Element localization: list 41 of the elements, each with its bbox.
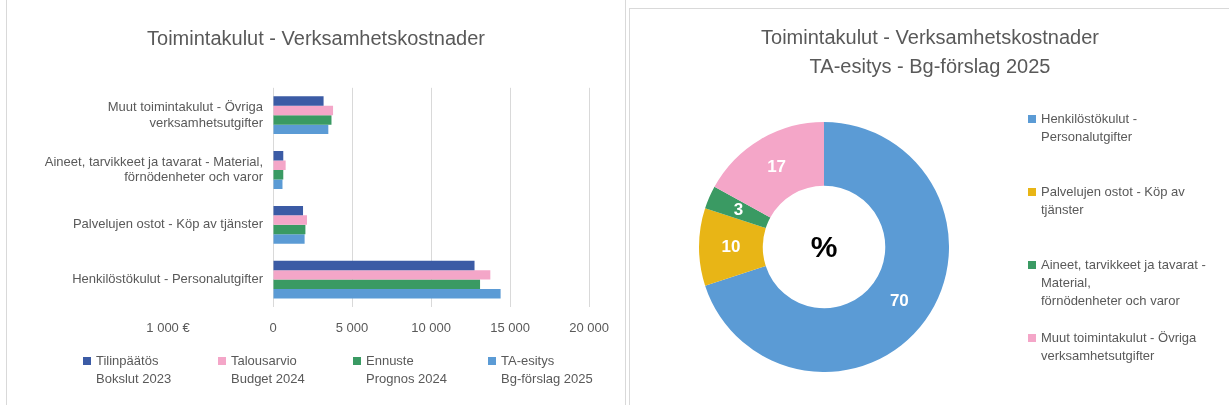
data-label: 3 <box>733 199 744 219</box>
legend-label: Ennuste Prognos 2024 <box>366 352 447 388</box>
chart-subtitle: TA-esitys - Bg-förslag 2025 <box>808 54 1052 79</box>
bar <box>273 96 324 106</box>
x-tick-label: 10 000 <box>411 320 451 336</box>
x-tick-label: 0 <box>269 320 277 336</box>
x-tick-label: 15 000 <box>490 320 530 336</box>
chart-title: Toimintakulut - Verksamhetskostnader <box>146 26 486 50</box>
bar <box>273 179 283 189</box>
x-axis-title: 1 000 € <box>145 320 191 336</box>
bar <box>273 270 491 280</box>
bar <box>273 224 306 235</box>
y-tick-label: Aineet, tarvikkeet ja tavarat - Material, förnödenheter och varor <box>44 153 264 185</box>
bar <box>273 151 284 161</box>
bar <box>273 260 475 271</box>
legend-label: Muut toimintakulut - Övriga verksamhetsutgifter <box>1041 329 1197 365</box>
text: % <box>809 229 839 265</box>
bar <box>273 124 329 135</box>
x-tick-label: 20 000 <box>569 320 609 336</box>
bar <box>273 279 481 290</box>
bar <box>273 215 307 225</box>
y-tick-label: Muut toimintakulut - Övriga verksamhetsutgifter <box>107 98 264 130</box>
legend-label: TA-esitys Bg-förslag 2025 <box>501 352 593 388</box>
bar <box>273 289 501 299</box>
chart-title: Toimintakulut - Verksamhetskostnader <box>760 25 1100 50</box>
legend-label: Talousarvio Budget 2024 <box>231 352 305 388</box>
legend-label: Tilinpäätös Bokslut 2023 <box>96 352 172 388</box>
y-tick-label: Henkilöstökulut - Personalutgifter <box>72 271 264 287</box>
legend-label: Aineet, tarvikkeet ja tavarat - Material, förnödenheter och varor <box>1041 256 1206 310</box>
data-label: 70 <box>889 291 909 311</box>
bar <box>273 115 332 125</box>
x-tick-label: 5 000 <box>335 320 369 336</box>
legend-label: Palvelujen ostot - Köp av tjänster <box>1041 183 1185 219</box>
bar <box>273 205 304 216</box>
y-tick-label: Palvelujen ostot - Köp av tjänster <box>72 216 264 232</box>
bar <box>273 234 305 244</box>
legend-label: Henkilöstökulut - Personalutgifter <box>1041 110 1138 146</box>
bar <box>273 105 334 116</box>
data-label: 10 <box>721 236 741 256</box>
bar <box>273 160 286 170</box>
data-label: 17 <box>767 156 787 176</box>
